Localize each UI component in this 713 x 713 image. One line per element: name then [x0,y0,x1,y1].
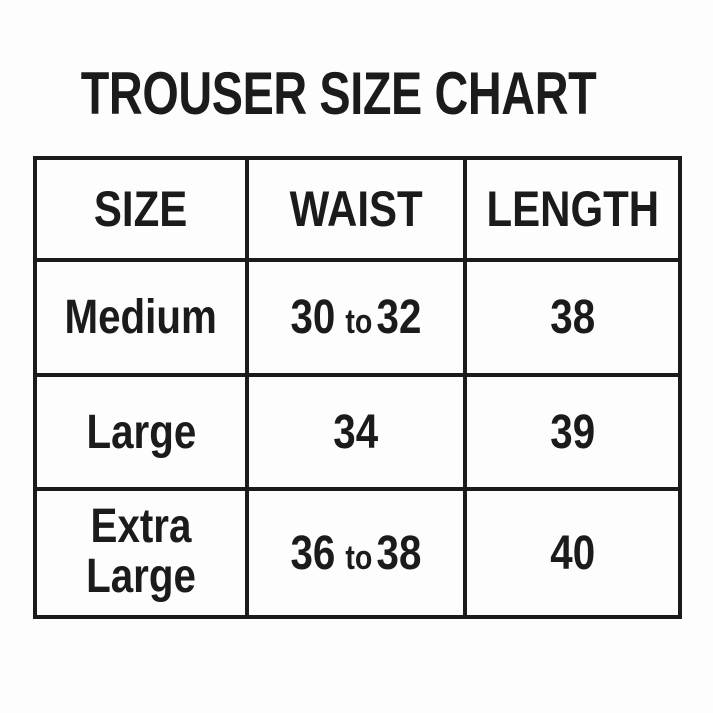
length-cell: 40 [463,487,682,619]
column-header-length: LENGTH [463,156,682,262]
size-cell: Medium [33,258,249,377]
size-cell: Large [33,373,249,491]
size-value: Medium [64,291,218,344]
length-cell: 39 [463,373,682,491]
table-row-large: Large 34 39 [33,373,682,491]
waist-to: 32 [376,291,422,344]
length-cell: 38 [463,258,682,377]
waist-from: 30 [290,291,336,344]
waist-to: 38 [376,526,422,580]
column-header-size: SIZE [33,156,249,262]
waist-range: 30 to32 [291,290,422,345]
size-value: Large [86,405,196,459]
waist-range: 34 [334,405,379,460]
length-value: 39 [550,405,595,459]
waist-cell: 30 to32 [245,258,467,377]
waist-from: 34 [333,405,379,459]
size-cell: Extra Large [33,487,249,619]
waist-from: 36 [290,526,336,580]
length-value: 38 [550,291,595,344]
waist-separator: to [345,303,373,341]
waist-cell: 36 to38 [245,487,467,619]
column-header-waist: WAIST [245,156,467,262]
length-value: 40 [550,526,595,580]
waist-cell: 34 [245,373,467,491]
header-row: SIZE WAIST LENGTH [33,156,682,262]
page-title: TROUSER SIZE CHART [0,64,678,124]
page-title-text: TROUSER SIZE CHART [81,60,597,127]
table-row-extra-large: Extra Large 36 to38 40 [33,487,682,619]
size-chart-table: SIZE WAIST LENGTH Medium 30 to32 38 [33,156,682,619]
column-header-waist-label: WAIST [289,181,423,237]
column-header-length-label: LENGTH [486,181,659,237]
column-header-size-label: SIZE [94,181,188,237]
waist-separator: to [345,538,373,577]
size-value: Extra Large [86,500,196,603]
table-row-medium: Medium 30 to32 38 [33,258,682,377]
waist-range: 36 to38 [291,526,422,581]
